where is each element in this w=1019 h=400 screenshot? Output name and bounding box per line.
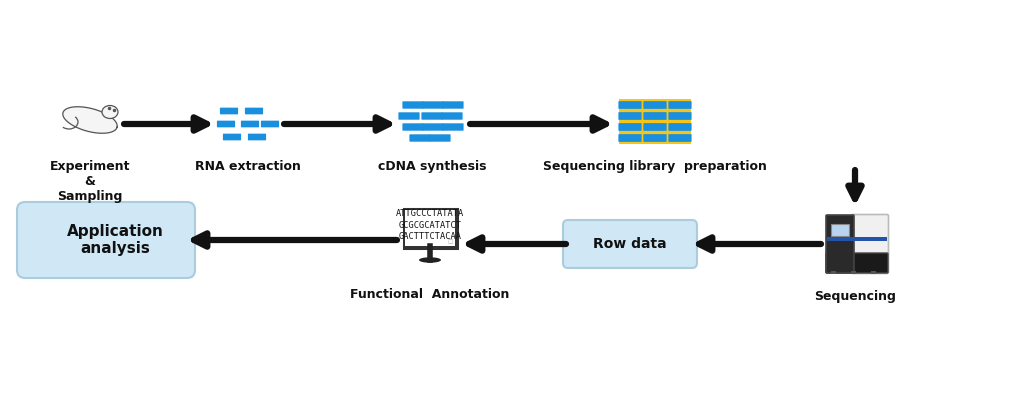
FancyBboxPatch shape [869,271,874,274]
Text: Functional  Annotation: Functional Annotation [350,288,510,301]
FancyBboxPatch shape [850,271,855,274]
Text: Application
analysis: Application analysis [66,224,163,256]
FancyBboxPatch shape [240,121,259,127]
FancyBboxPatch shape [826,236,887,241]
Text: Row data: Row data [593,237,666,251]
Text: cDNA synthesis: cDNA synthesis [377,160,486,173]
FancyBboxPatch shape [667,134,691,142]
FancyBboxPatch shape [667,101,691,109]
FancyBboxPatch shape [618,123,641,131]
Polygon shape [63,107,117,133]
FancyBboxPatch shape [643,101,666,109]
FancyBboxPatch shape [245,108,263,114]
FancyBboxPatch shape [421,112,442,120]
FancyBboxPatch shape [17,202,195,278]
FancyBboxPatch shape [851,214,888,274]
FancyBboxPatch shape [217,121,234,127]
Text: Experiment
&
Sampling: Experiment & Sampling [50,160,130,203]
FancyBboxPatch shape [405,210,454,246]
FancyBboxPatch shape [404,208,457,248]
FancyBboxPatch shape [619,110,690,122]
FancyBboxPatch shape [825,253,888,273]
FancyBboxPatch shape [422,101,443,109]
FancyBboxPatch shape [618,134,641,142]
FancyBboxPatch shape [248,134,266,140]
FancyBboxPatch shape [829,224,849,236]
FancyBboxPatch shape [619,99,690,111]
Ellipse shape [102,106,118,118]
FancyBboxPatch shape [618,112,641,120]
FancyBboxPatch shape [441,112,463,120]
FancyBboxPatch shape [223,134,240,140]
FancyBboxPatch shape [643,112,666,120]
FancyBboxPatch shape [442,123,464,131]
FancyBboxPatch shape [618,101,641,109]
Text: Sequencing: Sequencing [813,290,895,303]
FancyBboxPatch shape [562,220,696,268]
Ellipse shape [419,257,440,263]
FancyBboxPatch shape [403,123,423,131]
FancyBboxPatch shape [667,123,691,131]
FancyBboxPatch shape [422,123,443,131]
FancyBboxPatch shape [429,134,450,142]
FancyBboxPatch shape [442,101,464,109]
Text: Sequencing library  preparation: Sequencing library preparation [542,160,766,173]
Text: RNA extraction: RNA extraction [195,160,301,173]
FancyBboxPatch shape [643,134,666,142]
FancyBboxPatch shape [619,132,690,144]
FancyBboxPatch shape [220,108,237,114]
FancyBboxPatch shape [261,121,279,127]
FancyBboxPatch shape [829,271,835,274]
FancyBboxPatch shape [619,121,690,133]
FancyBboxPatch shape [667,112,691,120]
FancyBboxPatch shape [398,112,419,120]
FancyBboxPatch shape [825,215,853,273]
FancyBboxPatch shape [403,101,423,109]
Text: ATTGCCCTATATA
GCGCGCATATCT
GACTTTCTACAA: ATTGCCCTATATA GCGCGCATATCT GACTTTCTACAA [395,209,464,241]
Text: □: □ [447,239,452,244]
FancyBboxPatch shape [643,123,666,131]
FancyBboxPatch shape [409,134,430,142]
